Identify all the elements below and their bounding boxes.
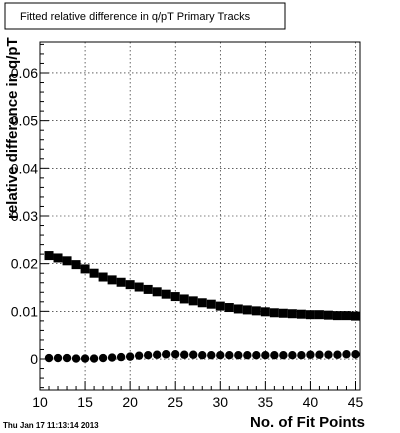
circle-marker <box>279 351 288 360</box>
circle-marker <box>143 351 153 360</box>
circle-marker <box>116 352 126 362</box>
square-marker <box>44 251 54 261</box>
circle-marker <box>44 353 54 363</box>
y-tick-label: 0.06 <box>11 65 38 81</box>
circle-marker <box>297 351 306 360</box>
square-marker <box>260 307 270 317</box>
circle-marker <box>189 350 198 359</box>
square-marker <box>89 268 99 278</box>
x-tick-labels: 10 15 20 25 30 35 40 45 <box>32 394 363 410</box>
x-axis-label: No. of Fit Points <box>250 414 365 431</box>
square-marker <box>215 301 225 311</box>
circle-marker <box>71 354 81 363</box>
circle-marker <box>171 350 180 359</box>
square-marker <box>188 296 198 306</box>
square-marker <box>305 310 315 320</box>
square-marker <box>152 287 162 297</box>
square-marker <box>206 299 216 309</box>
title-box <box>4 2 286 30</box>
x-tick-label: 20 <box>122 394 138 410</box>
square-marker <box>332 311 342 321</box>
circle-marker <box>180 350 189 359</box>
y-tick-label: 0.01 <box>11 303 38 319</box>
square-marker <box>107 275 117 285</box>
square-marker <box>116 277 126 287</box>
circle-marker <box>161 350 171 359</box>
circle-marker <box>234 351 243 360</box>
square-marker <box>350 311 360 321</box>
x-tick-label: 30 <box>212 394 228 410</box>
square-marker <box>278 308 288 318</box>
square-marker <box>80 264 90 274</box>
square-marker <box>287 309 297 319</box>
chart-title: Fitted relative difference in q/pT Prima… <box>20 11 251 23</box>
circle-marker <box>324 350 333 359</box>
y-axis-label: relative difference in q/pT <box>4 37 21 219</box>
circle-marker <box>134 351 144 360</box>
circle-marker <box>125 352 135 361</box>
circle-marker <box>80 354 90 363</box>
circle-marker <box>306 350 315 359</box>
x-tick-label: 25 <box>167 394 183 410</box>
y-tick-label: 0 <box>30 351 38 367</box>
square-marker <box>53 253 63 263</box>
circle-marker <box>152 350 162 359</box>
y-tick-label: 0.03 <box>11 208 38 224</box>
circle-marker <box>225 351 234 360</box>
circle-marker <box>216 351 225 360</box>
square-marker <box>179 294 189 304</box>
square-marker <box>62 256 72 266</box>
circle-marker <box>107 353 117 362</box>
square-marker <box>242 305 252 315</box>
circle-marker <box>98 353 108 363</box>
x-tick-label: 35 <box>258 394 274 410</box>
y-tick-label: 0.02 <box>11 256 38 272</box>
y-tick-labels: 0 0.01 0.02 0.03 0.04 0.05 0.06 <box>11 65 38 367</box>
square-marker <box>314 310 324 320</box>
data-markers <box>44 251 360 363</box>
timestamp: Thu Jan 17 11:13:14 2013 <box>3 421 99 430</box>
grid <box>39 42 360 390</box>
circle-marker <box>351 350 360 359</box>
square-marker <box>98 272 108 282</box>
y-tick-label: 0.05 <box>11 113 38 129</box>
square-marker <box>233 304 243 314</box>
square-marker <box>296 309 306 319</box>
circle-marker <box>243 351 252 360</box>
square-marker <box>170 292 180 302</box>
circle-marker <box>62 353 72 363</box>
square-marker <box>161 289 171 299</box>
square-marker <box>269 308 279 318</box>
square-marker <box>71 260 81 270</box>
x-tick-label: 45 <box>348 394 364 410</box>
x-tick-label: 40 <box>303 394 319 410</box>
circle-marker <box>315 350 324 359</box>
circle-marker <box>53 353 63 363</box>
square-marker <box>224 303 234 313</box>
circle-marker <box>252 351 261 360</box>
square-marker <box>323 310 333 320</box>
circle-marker <box>207 351 216 360</box>
square-marker <box>125 280 135 290</box>
square-marker <box>134 282 144 292</box>
circle-marker <box>288 351 297 360</box>
square-marker <box>251 306 261 316</box>
square-marker <box>341 311 351 321</box>
circle-marker <box>89 354 99 363</box>
circle-marker <box>198 351 207 360</box>
square-marker <box>143 284 153 294</box>
circle-marker <box>342 350 351 359</box>
circle-marker <box>333 350 342 359</box>
axis-ticks <box>39 43 356 390</box>
square-marker <box>197 298 207 308</box>
circle-marker <box>270 351 279 360</box>
x-tick-label: 10 <box>32 394 48 410</box>
y-tick-label: 0.04 <box>11 160 38 176</box>
x-tick-label: 15 <box>77 394 93 410</box>
circle-marker <box>261 351 270 360</box>
